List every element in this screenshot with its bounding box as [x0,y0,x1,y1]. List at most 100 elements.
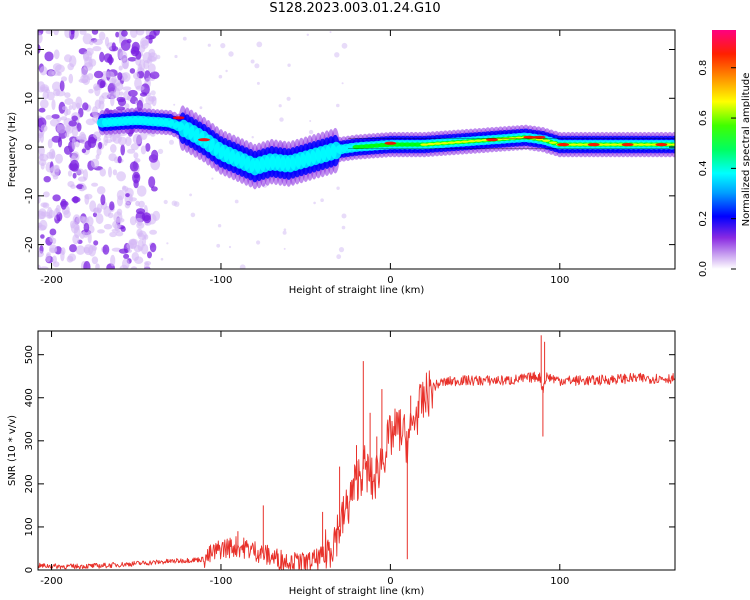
noise-blob [341,42,348,49]
noise-blob [109,231,117,238]
noise-blob [89,200,97,212]
ridge-peak [557,143,570,147]
noise-blob [91,245,98,251]
noise-blob [83,261,91,269]
noise-blob [130,266,138,269]
noise-blob [148,154,158,163]
noise-blob [71,115,78,122]
noise-blob [283,247,286,250]
noise-blob [127,89,138,97]
noise-blob [101,92,111,99]
noise-blob [217,224,222,228]
snr-x-tick-label: -200 [40,576,63,587]
noise-blob [51,99,56,111]
noise-blob [132,133,143,145]
noise-blob [135,208,146,215]
spectrogram-x-tick-label: 100 [550,275,569,286]
noise-blob [199,106,203,110]
noise-blob [287,63,291,67]
ridge-peak [587,143,600,147]
noise-blob [117,47,124,59]
noise-blob [254,63,260,69]
noise-blob [120,226,126,232]
noise-blob [329,31,332,34]
noise-blob [90,158,100,169]
noise-blob [86,73,94,81]
spectrogram-y-tick-label: 20 [24,43,35,56]
noise-blob [145,30,151,36]
noise-blob [68,105,73,110]
spectrogram-y-axis-label: Frequency (Hz) [7,112,18,188]
noise-blob [115,217,125,223]
noise-blob [40,124,48,132]
noise-blob [189,193,193,197]
ridge-core [460,140,469,143]
noise-blob [149,242,157,253]
noise-blob [44,51,54,62]
noise-blob [134,256,144,265]
noise-blob [283,228,287,231]
noise-blob [68,73,74,84]
noise-blob [134,158,141,163]
noise-blob [88,88,94,94]
noise-blob [118,248,129,254]
noise-blob [84,194,90,205]
noise-blob [129,216,137,226]
noise-blob [99,51,105,63]
noise-blob [126,95,132,101]
noise-blob [43,176,51,183]
noise-blob [121,30,128,37]
noise-blob [133,174,140,179]
noise-blob [60,247,66,256]
ridge-core [474,139,483,142]
noise-blob [118,65,123,71]
noise-blob [115,231,124,237]
noise-blob [98,141,103,150]
noise-blob [124,103,130,110]
noise-blob [60,116,68,121]
noise-blob [49,167,55,172]
noise-blob [129,161,139,172]
ridge-core [433,142,442,145]
noise-blob [39,266,49,269]
noise-blob [40,162,45,170]
noise-blob [158,148,164,154]
noise-blob [67,170,73,177]
colorbar [712,30,736,269]
noise-blob [38,145,45,157]
noise-blob [111,42,116,51]
noise-blob [130,30,138,38]
noise-blob [49,118,60,127]
noise-blob [166,242,169,245]
noise-blob [83,222,90,233]
noise-blob [71,101,77,111]
noise-blob [228,51,234,57]
noise-blob [278,104,282,108]
noise-blob [225,69,228,73]
noise-blob [95,263,100,269]
noise-blob [122,258,130,269]
noise-blob [122,86,132,91]
noise-blob [62,106,67,111]
ridge-core [603,143,612,146]
noise-blob [135,85,145,91]
noise-blob [95,154,100,160]
noise-blob [64,98,74,105]
noise-blob [63,210,71,219]
noise-blob [38,208,47,220]
noise-blob [85,118,96,126]
noise-blob [336,103,340,108]
noise-blob [151,95,157,107]
noise-blob [108,166,112,178]
noise-blob [111,247,122,252]
noise-blob [64,132,70,138]
snr-y-axis-label: SNR (10 * v/v) [7,415,18,486]
noise-blob [53,30,59,36]
ridge-core [447,141,456,144]
noise-blob [52,194,61,202]
ridge-core [637,143,646,146]
noise-blob [228,245,232,249]
noise-blob [79,215,86,222]
spectrogram-heatmap [38,30,675,269]
